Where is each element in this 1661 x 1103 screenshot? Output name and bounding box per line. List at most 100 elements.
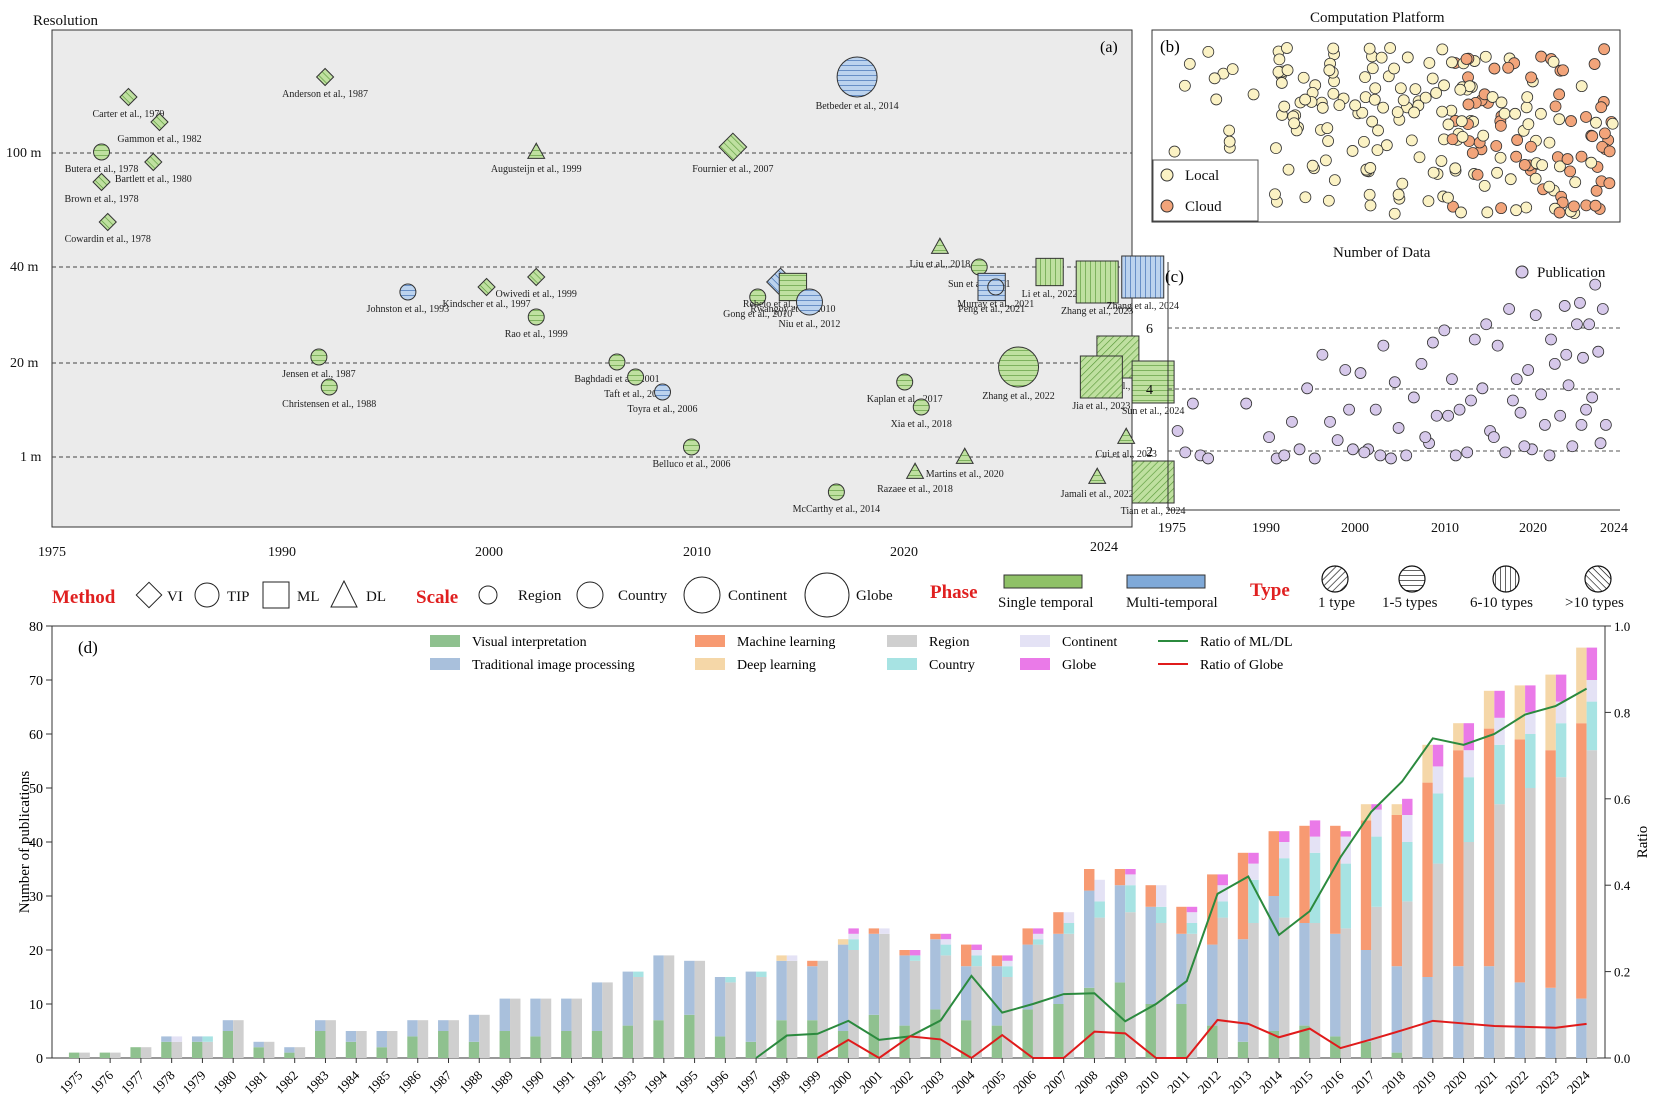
local-dot (1590, 116, 1602, 129)
publication-dot (1507, 394, 1519, 407)
panel-a-tag: (a) (1100, 39, 1118, 56)
cloud-dot (1460, 53, 1473, 65)
local-dot (1426, 72, 1439, 85)
bar-method-1 (807, 966, 818, 1021)
bar-method-2 (1176, 906, 1187, 934)
study-marker-41 (1087, 467, 1107, 484)
local-dot (1388, 62, 1400, 75)
local-dot (1486, 91, 1499, 103)
bar-scale-1 (633, 971, 644, 977)
local-dot (1306, 159, 1319, 172)
study-marker-5 (92, 172, 111, 192)
bar-scale-2 (1402, 815, 1413, 842)
local-dot (1422, 195, 1435, 208)
bar-method-2 (1545, 750, 1556, 988)
study-marker-23 (682, 438, 700, 456)
study-label-21: Taft et al., 2003 (604, 389, 667, 400)
x-tick-label: 1984 (333, 1067, 362, 1096)
xtick-1975: 1975 (38, 545, 66, 560)
publication-dot (1503, 303, 1515, 315)
bar-method-0 (530, 1036, 541, 1058)
local-dot (1366, 62, 1379, 75)
bar-scale-1 (1125, 885, 1136, 913)
legend-type-title: Type (1250, 580, 1290, 601)
local-dot (1543, 136, 1556, 149)
bar-scale-3 (1402, 798, 1413, 815)
local-dot (1455, 115, 1468, 128)
bar-scale-1 (848, 939, 859, 950)
legend-row: Method VI TIP ML DL Scale Region Country… (52, 565, 1624, 618)
bar-scale-3 (1309, 820, 1321, 837)
legend-type-6-10-label: 6-10 types (1470, 595, 1533, 611)
bar-method-1 (1391, 966, 1403, 1053)
local-dot (1446, 56, 1458, 69)
legend-tip-label: TIP (227, 589, 250, 605)
legend-dl-label: DL (366, 589, 386, 605)
x-tick-label: 1995 (672, 1068, 701, 1097)
y-tick-label: 40 (29, 836, 43, 851)
y-tick-label: 0 (36, 1052, 43, 1067)
x-tick-label: 1999 (795, 1068, 824, 1097)
bar-scale-1 (909, 955, 921, 961)
panel-d-ratio-lines (755, 687, 1588, 1060)
local-dot (1328, 174, 1341, 187)
local-dot (1522, 118, 1535, 130)
x-tick-label: 2023 (1533, 1068, 1562, 1097)
study-label-41: Jamali et al., 2022 (1061, 489, 1134, 500)
study-marker-3 (93, 143, 111, 161)
bar-method-3 (837, 939, 849, 945)
publication-dot (1186, 397, 1199, 410)
panel-c-tag: (c) (1165, 267, 1184, 286)
bar-scale-1 (1248, 879, 1259, 923)
publication-dot (1442, 409, 1455, 422)
bar-method-0 (745, 1041, 757, 1058)
legend-swatch-3 (695, 658, 725, 670)
local-dot (1585, 156, 1598, 169)
cloud-dot (1588, 58, 1601, 70)
study-label-1: Anderson et al., 1987 (282, 89, 368, 100)
bar-scale-0 (79, 1052, 90, 1058)
bar-scale-0 (1309, 923, 1321, 1058)
cloud-dot (1603, 145, 1616, 158)
bar-method-1 (1022, 944, 1033, 1010)
local-dot (1520, 101, 1533, 114)
x-tick-label: 2009 (1102, 1068, 1131, 1097)
publication-dot (1426, 336, 1439, 349)
y2-tick-label: 0.6 (1614, 792, 1631, 807)
bar-method-0 (1360, 1041, 1372, 1058)
cloud-dot (1595, 101, 1608, 114)
bar-scale-2 (879, 928, 890, 934)
local-dot (1323, 64, 1336, 77)
study-marker-0 (119, 87, 138, 107)
study-label-12: Owivedi et al., 1999 (496, 289, 577, 300)
local-dot (1449, 162, 1462, 175)
bar-scale-0 (233, 1020, 244, 1058)
publication-dot (1529, 309, 1542, 322)
legend-local-marker (1160, 168, 1174, 182)
bar-scale-0 (848, 950, 859, 1058)
local-dot (1391, 106, 1404, 119)
bar-scale-3 (1340, 831, 1351, 837)
bar-method-1 (499, 998, 511, 1031)
publication-dot (1377, 339, 1390, 352)
bar-method-1 (284, 1047, 295, 1053)
study-marker-29 (930, 237, 950, 254)
publication-dot (1594, 437, 1607, 450)
bar-scale-0 (817, 960, 829, 1058)
local-dot (1208, 72, 1221, 85)
x-tick-label: 1977 (118, 1067, 147, 1096)
local-dot (1408, 106, 1420, 119)
publication-dot (1171, 425, 1184, 437)
publication-dot (1491, 339, 1504, 352)
local-dot (1529, 172, 1542, 185)
legend-scale-title: Scale (416, 587, 458, 608)
bar-method-0 (591, 1031, 603, 1058)
local-dot (1495, 96, 1508, 109)
publication-dot (1465, 394, 1477, 407)
local-dot (1394, 82, 1407, 95)
legend-label-9: Ratio of Globe (1200, 658, 1283, 673)
bar-method-0 (407, 1036, 418, 1058)
study-label-6: Cowardin et al., 1978 (65, 234, 151, 245)
legend-cloud-label: Cloud (1185, 199, 1222, 215)
x-tick-label: 1986 (395, 1067, 424, 1096)
